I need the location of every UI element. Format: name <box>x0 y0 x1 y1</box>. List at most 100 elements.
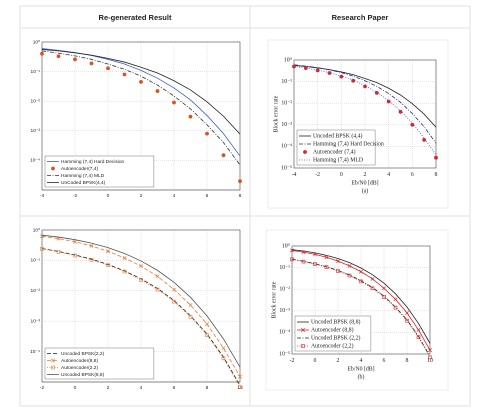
legend-label: Autoencoder(2,2) <box>61 365 98 371</box>
legend-label: Autoencoder (7,4) <box>313 148 356 155</box>
marker-stroke <box>382 286 386 291</box>
marker <box>89 243 94 248</box>
x-tick-label: 10 <box>427 358 433 364</box>
marker <box>51 358 55 363</box>
y-tick-label: 10⁻⁴ <box>281 144 292 150</box>
y-tick-label: 10⁰ <box>282 242 291 249</box>
marker-stroke <box>51 358 55 363</box>
series-line <box>41 248 241 387</box>
marker-stroke <box>188 303 193 307</box>
series-line <box>291 249 431 344</box>
marker <box>188 114 193 119</box>
legend-label: Hamming (7,4) Hard Decision <box>313 140 384 147</box>
marker-stroke <box>313 252 317 257</box>
marker <box>434 155 438 160</box>
marker <box>382 295 386 299</box>
x-tick-label: 2 <box>140 193 143 199</box>
marker <box>155 287 160 292</box>
legend-label: Uncoded BPSK (4,4) <box>313 132 363 139</box>
column-header: Research Paper <box>332 13 389 22</box>
marker-stroke <box>336 259 340 264</box>
marker <box>40 51 44 56</box>
marker <box>405 318 409 323</box>
x-tick-label: 0 <box>314 358 317 364</box>
marker <box>205 322 209 327</box>
marker <box>238 384 242 389</box>
y-tick-label: 10⁻³ <box>279 308 290 314</box>
y-tick-label: 10⁻² <box>281 101 292 107</box>
y-tick-label: 10⁻⁴ <box>30 158 40 164</box>
legend-label: UnCoded BPSK(4,4) <box>61 180 106 186</box>
marker <box>313 262 317 266</box>
caption: (b) <box>358 374 365 381</box>
legend-label: Hamming (7,4) Hard Decision <box>61 159 125 165</box>
marker-stroke <box>89 243 94 248</box>
marker-stroke <box>172 287 176 292</box>
marker <box>89 61 94 66</box>
marker <box>301 344 305 348</box>
marker-stroke <box>393 297 398 302</box>
x-tick-label: 0 <box>340 172 343 178</box>
x-tick-label: 0 <box>107 193 110 199</box>
marker <box>374 90 379 95</box>
marker-stroke <box>106 249 110 254</box>
marker-stroke <box>359 269 363 274</box>
marker-stroke <box>301 250 306 255</box>
marker <box>40 247 44 251</box>
marker-stroke <box>155 274 160 279</box>
marker <box>398 109 403 114</box>
series-line <box>41 248 241 386</box>
y-tick-label: 10⁻¹ <box>279 265 290 271</box>
y-tick-label: 10⁻² <box>31 98 41 104</box>
marker <box>238 374 242 379</box>
series-line <box>291 258 431 357</box>
marker <box>370 286 375 291</box>
marker <box>51 365 55 370</box>
marker <box>351 78 356 83</box>
marker <box>347 263 352 268</box>
marker <box>290 248 294 253</box>
marker <box>339 74 344 79</box>
chart: -4 -2 0 2 4 6 8 10⁰ 10⁻¹ 10⁻² 10⁻³ 10⁻⁴ 10⁻⁵ Uncoded … <box>273 56 438 195</box>
legend-label: Uncoded BPSK (2,2) <box>311 334 361 341</box>
marker <box>347 273 352 278</box>
marker-stroke <box>73 239 77 244</box>
marker <box>139 278 143 282</box>
x-tick-label: 8 <box>206 385 209 391</box>
series-line <box>291 258 431 358</box>
marker <box>106 249 110 254</box>
marker <box>327 71 332 75</box>
marker <box>336 269 340 273</box>
marker-stroke <box>301 328 305 332</box>
marker <box>221 356 226 361</box>
x-axis-label: Eb/N0 [dB] <box>351 180 378 186</box>
legend-label: Autoencoder (2,2) <box>311 342 354 349</box>
marker <box>422 137 427 142</box>
caption: (a) <box>362 188 369 195</box>
marker <box>172 100 176 105</box>
marker <box>188 303 193 307</box>
y-tick-label: 10⁻⁴ <box>30 349 40 355</box>
marker <box>393 297 398 302</box>
marker <box>205 333 209 337</box>
marker <box>51 166 55 171</box>
x-tick-label: 8 <box>239 193 242 199</box>
x-tick-label: 6 <box>173 385 176 391</box>
marker <box>188 314 193 319</box>
marker-stroke <box>122 256 127 260</box>
marker <box>56 250 61 254</box>
marker <box>301 259 306 264</box>
y-tick-label: 10⁻² <box>279 287 290 293</box>
marker <box>205 131 209 136</box>
marker <box>122 72 127 77</box>
marker <box>405 310 409 315</box>
marker <box>315 68 320 73</box>
marker <box>221 346 226 351</box>
marker <box>301 328 305 332</box>
marker-stroke <box>347 263 352 268</box>
marker <box>290 257 294 262</box>
marker-stroke <box>324 255 329 260</box>
marker-stroke <box>290 248 294 253</box>
marker <box>139 79 143 84</box>
